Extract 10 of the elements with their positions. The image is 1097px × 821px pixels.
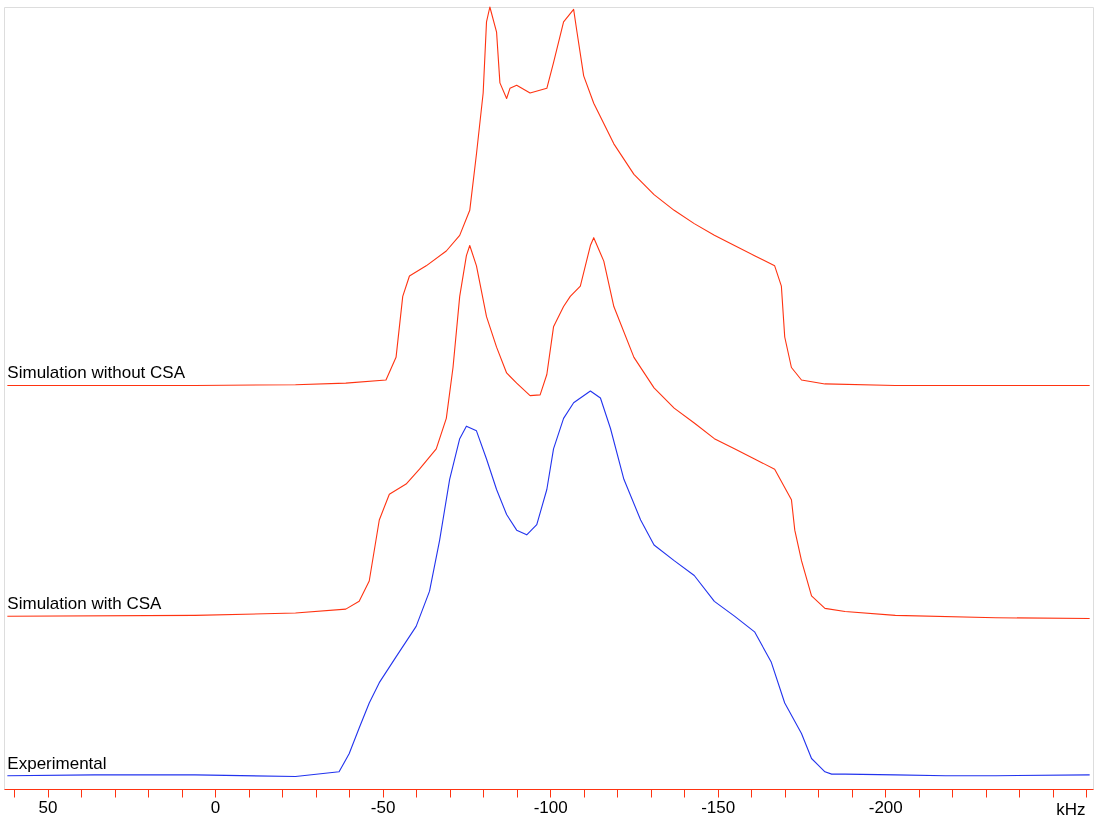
series-label: Experimental bbox=[7, 753, 107, 773]
x-tick-label: -50 bbox=[370, 797, 396, 817]
series-label: Simulation with CSA bbox=[7, 594, 163, 614]
x-tick-label: -200 bbox=[868, 797, 903, 817]
x-axis-title: kHz bbox=[1056, 799, 1086, 819]
x-tick-label: 50 bbox=[38, 797, 58, 817]
x-tick-label: -150 bbox=[701, 797, 736, 817]
x-tick-label: -100 bbox=[533, 797, 568, 817]
x-tick-label: 0 bbox=[210, 797, 221, 817]
series-label: Simulation without CSA bbox=[7, 363, 186, 383]
